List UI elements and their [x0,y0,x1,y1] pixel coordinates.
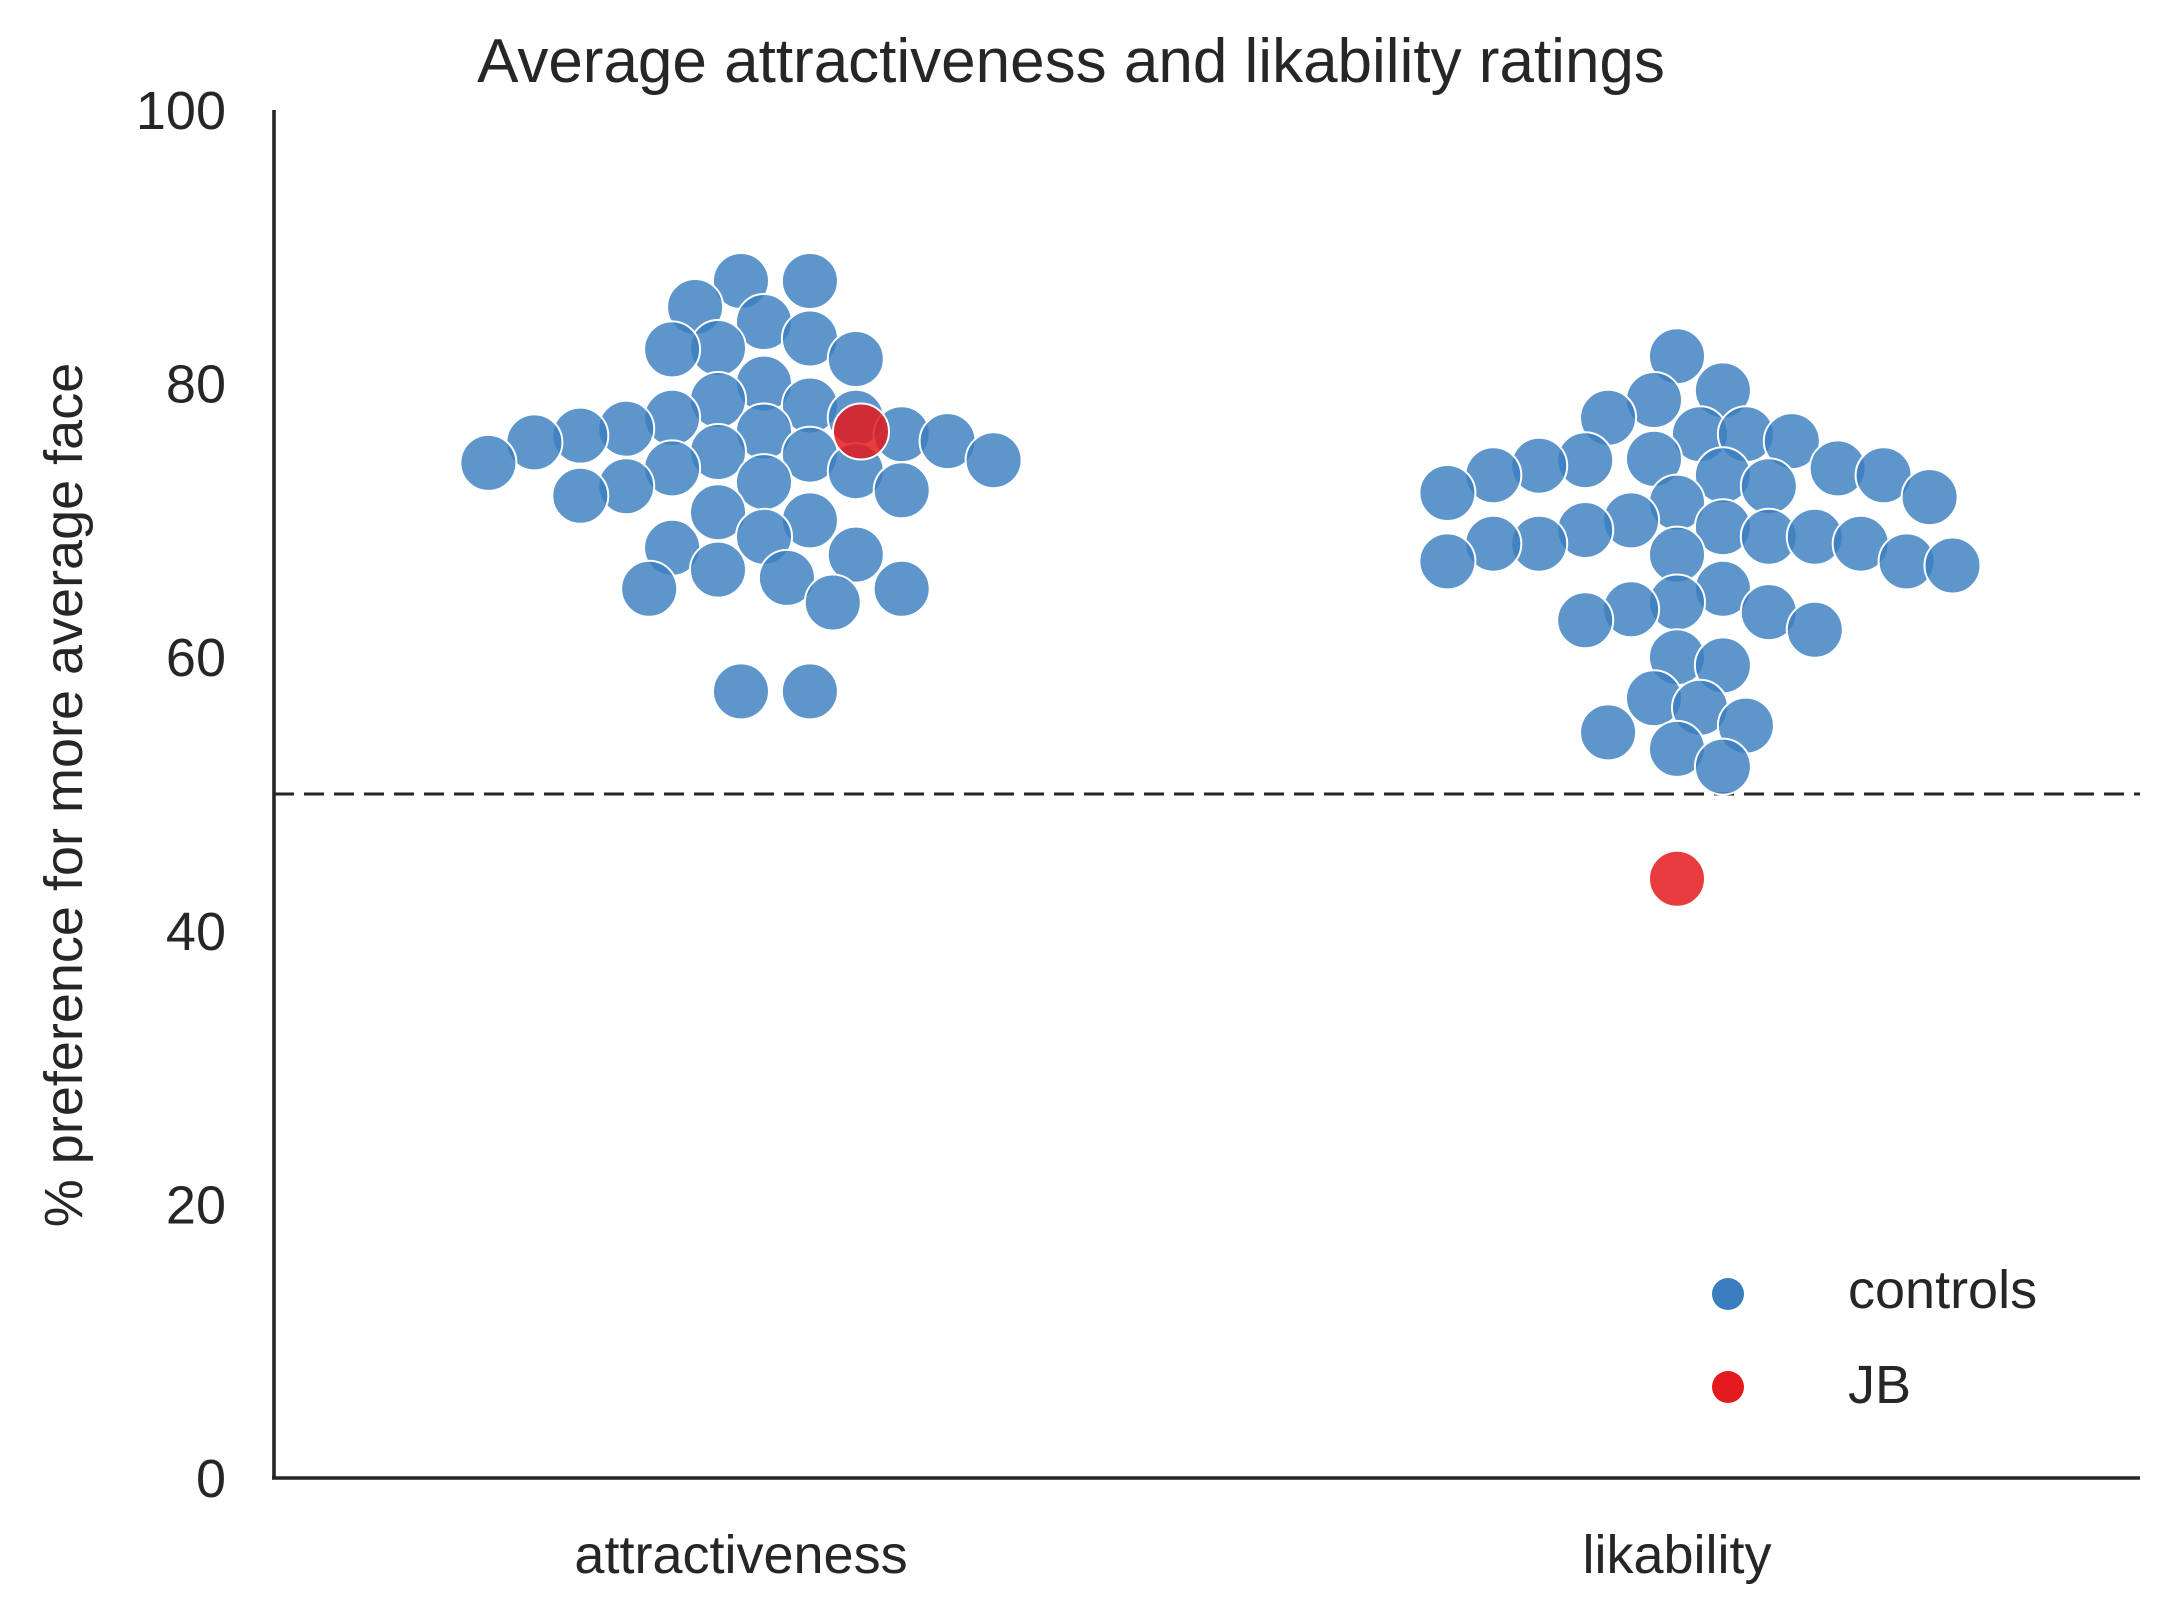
legend-marker-controls [1712,1278,1744,1310]
legend-label-controls: controls [1848,1260,2037,1320]
y-axis-label: % preference for more average face [34,363,94,1227]
control-point [780,662,839,721]
control-point [712,662,770,721]
chart-title: Average attractiveness and likability ra… [477,27,1665,96]
y-tick-label: 0 [196,1449,226,1509]
control-point [689,540,747,599]
control-point [1739,457,1798,516]
control-point [872,461,931,520]
control-point [964,431,1023,490]
y-tick-label: 60 [166,628,226,688]
x-ticks: attractiveness likability [574,1525,1771,1585]
y-ticks: 0 20 40 60 80 100 [136,81,226,1509]
control-point [1556,591,1615,650]
jb-point [832,402,890,461]
y-tick-label: 80 [166,355,226,415]
control-point [872,559,931,618]
x-tick-label: attractiveness [574,1525,907,1585]
x-tick-label: likability [1582,1525,1771,1585]
control-point [1579,703,1638,762]
control-point [1900,468,1959,527]
control-point [459,433,518,492]
control-point [1418,464,1477,522]
control-point [689,483,747,542]
legend: controls JB [1712,1260,2037,1415]
control-point [757,548,816,607]
legend-marker-jb [1712,1371,1744,1403]
control-point [643,320,702,379]
y-tick-label: 20 [166,1175,226,1235]
control-point [1418,532,1477,591]
y-tick-label: 100 [136,81,226,141]
control-point [826,330,885,388]
data-points [459,252,1982,908]
control-point [551,466,610,525]
control-point [620,559,679,618]
jb-point [1648,849,1706,908]
control-point [1923,536,1982,595]
control-point [803,573,862,632]
y-tick-label: 40 [166,902,226,962]
legend-label-jb: JB [1848,1355,1911,1415]
control-point [1693,737,1752,796]
control-point [780,252,839,310]
control-point [1785,600,1844,659]
control-point [826,525,885,584]
